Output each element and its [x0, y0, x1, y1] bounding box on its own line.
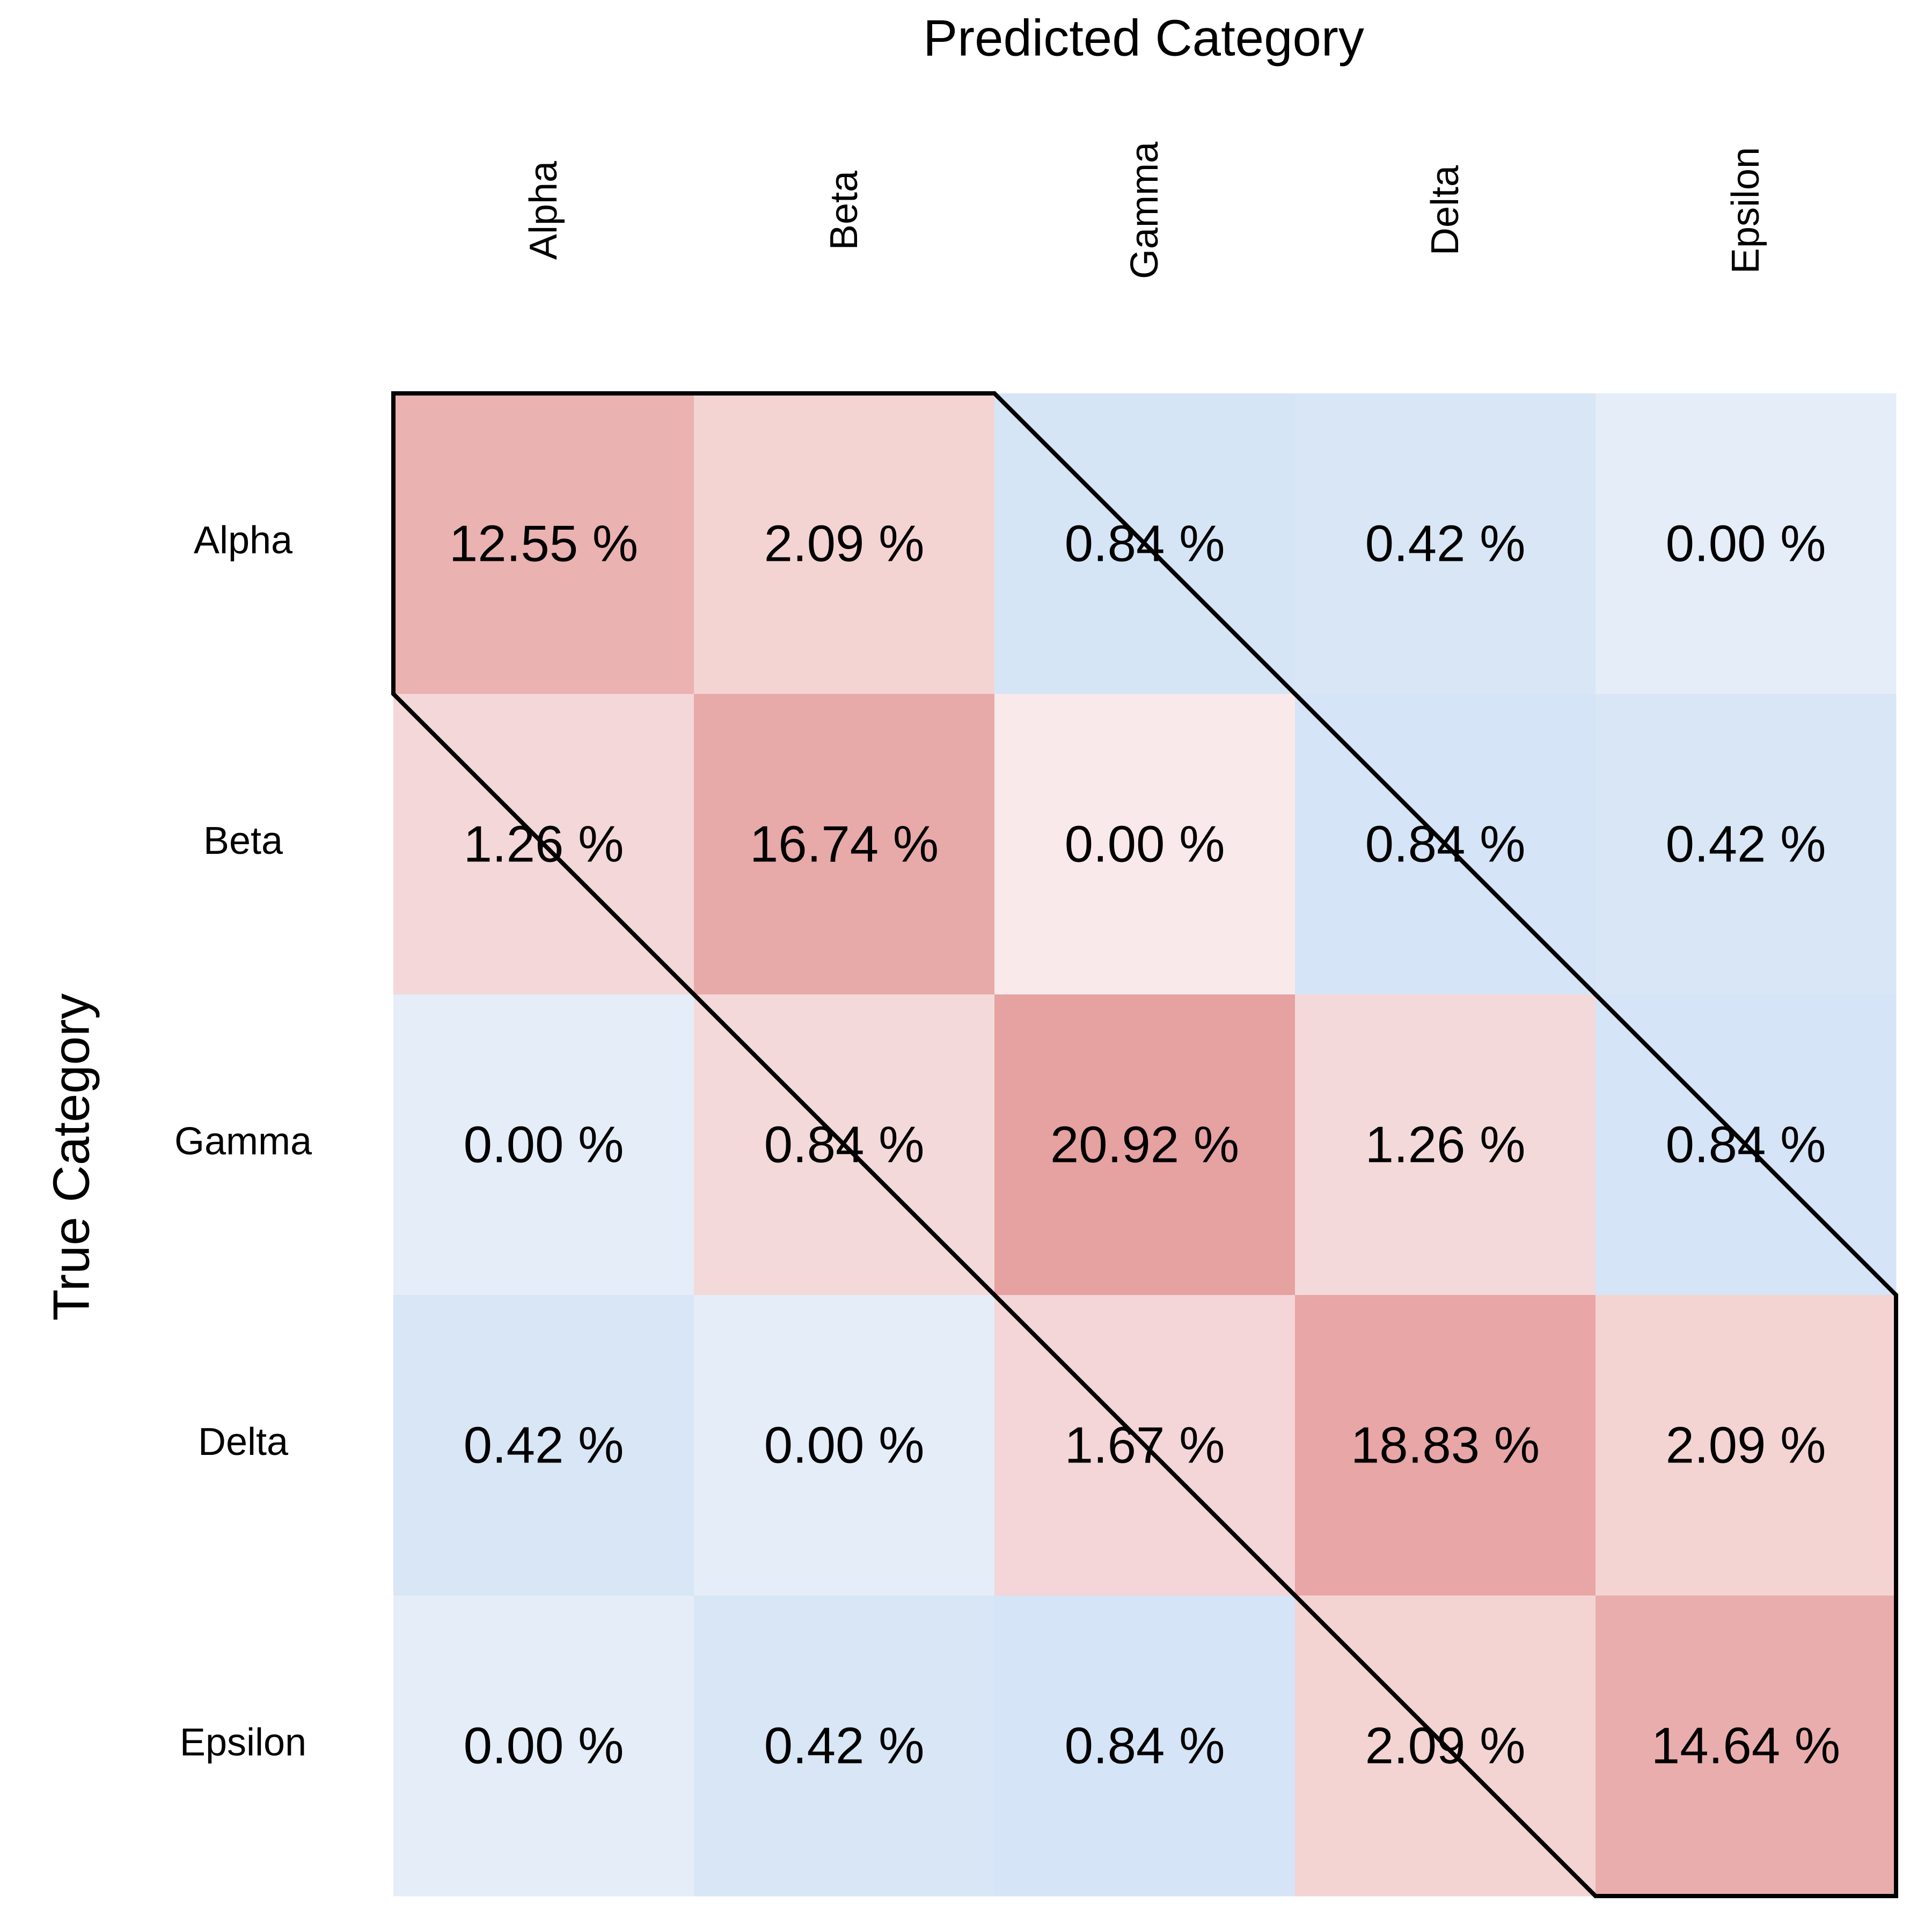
- cell-value-label: 1.26 %: [1365, 1116, 1526, 1174]
- cell-value-label: 0.42 %: [1365, 515, 1526, 573]
- cell-value-labels: 12.55 % 2.09 % 0.84 % 0.42 % 0.00 % 1.26 % 16.…: [449, 515, 1840, 1775]
- heatmap-cell: [1596, 694, 1897, 995]
- heatmap-cell: [694, 1596, 995, 1897]
- cell-value-label: 2.09 %: [1365, 1717, 1526, 1775]
- heatmap-cell: [694, 393, 995, 694]
- band-outline: [391, 391, 1898, 1898]
- heatmap-cells: [393, 393, 1897, 1897]
- y-tick-labels: Alpha Beta Gamma Delta Epsilon: [174, 519, 312, 1764]
- cell-value-label: 16.74 %: [750, 816, 939, 873]
- y-axis-title: True Category: [42, 993, 100, 1321]
- cell-value-label: 14.64 %: [1651, 1717, 1840, 1775]
- cell-value-label: 0.00 %: [464, 1116, 624, 1174]
- cell-value-label: 2.09 %: [764, 515, 925, 573]
- cell-value-label: 1.26 %: [464, 816, 624, 873]
- heatmap-cell: [694, 1295, 995, 1596]
- x-axis-title: Predicted Category: [923, 9, 1364, 67]
- heatmap-cell: [1295, 994, 1596, 1296]
- cell-value-label: 0.42 %: [464, 1417, 624, 1474]
- cell-value-label: 0.00 %: [1666, 515, 1826, 573]
- heatmap-cell: [994, 694, 1296, 995]
- x-tick-label: Alpha: [522, 160, 565, 260]
- cell-value-label: 12.55 %: [449, 515, 638, 573]
- y-tick-label: Beta: [203, 819, 283, 862]
- y-tick-label: Alpha: [194, 519, 293, 562]
- heatmap-cell: [393, 393, 694, 694]
- x-tick-label: Gamma: [1123, 141, 1166, 279]
- heatmap-cell: [1596, 1295, 1897, 1596]
- cell-value-label: 0.00 %: [1065, 816, 1225, 873]
- heatmap-cell: [1596, 1596, 1897, 1897]
- heatmap-cell: [994, 994, 1296, 1296]
- cell-value-label: 0.00 %: [764, 1417, 925, 1474]
- x-tick-label: Delta: [1424, 165, 1467, 255]
- cell-value-label: 0.84 %: [1065, 515, 1225, 573]
- cell-value-label: 20.92 %: [1050, 1116, 1239, 1174]
- heatmap-cell: [1295, 393, 1596, 694]
- cell-value-label: 2.09 %: [1666, 1417, 1826, 1474]
- x-tick-label: Epsilon: [1724, 147, 1767, 274]
- heatmap-cell: [994, 1596, 1296, 1897]
- cell-value-label: 1.67 %: [1065, 1417, 1225, 1474]
- heatmap-cell: [393, 1596, 694, 1897]
- x-tick-labels: Alpha Beta Gamma Delta Epsilon: [522, 141, 1767, 279]
- x-tick-label: Beta: [823, 170, 866, 250]
- y-tick-label: Delta: [198, 1421, 289, 1463]
- heatmap-cell: [393, 1295, 694, 1596]
- heatmap-cell: [1596, 393, 1897, 694]
- cell-value-label: 0.84 %: [1065, 1717, 1225, 1775]
- y-tick-label: Epsilon: [180, 1721, 306, 1764]
- cell-value-label: 0.84 %: [1365, 816, 1526, 873]
- diagonal-band-outline: [391, 391, 1898, 1898]
- heatmap-cell: [1295, 1295, 1596, 1596]
- cell-value-label: 0.84 %: [764, 1116, 925, 1174]
- cell-value-label: 0.00 %: [464, 1717, 624, 1775]
- cell-value-label: 18.83 %: [1351, 1417, 1540, 1474]
- cell-value-label: 0.42 %: [764, 1717, 925, 1775]
- cell-value-label: 0.42 %: [1666, 816, 1826, 873]
- heatmap-cell: [393, 994, 694, 1296]
- y-tick-label: Gamma: [174, 1120, 312, 1163]
- heatmap-cell: [694, 694, 995, 995]
- cell-value-label: 0.84 %: [1666, 1116, 1826, 1174]
